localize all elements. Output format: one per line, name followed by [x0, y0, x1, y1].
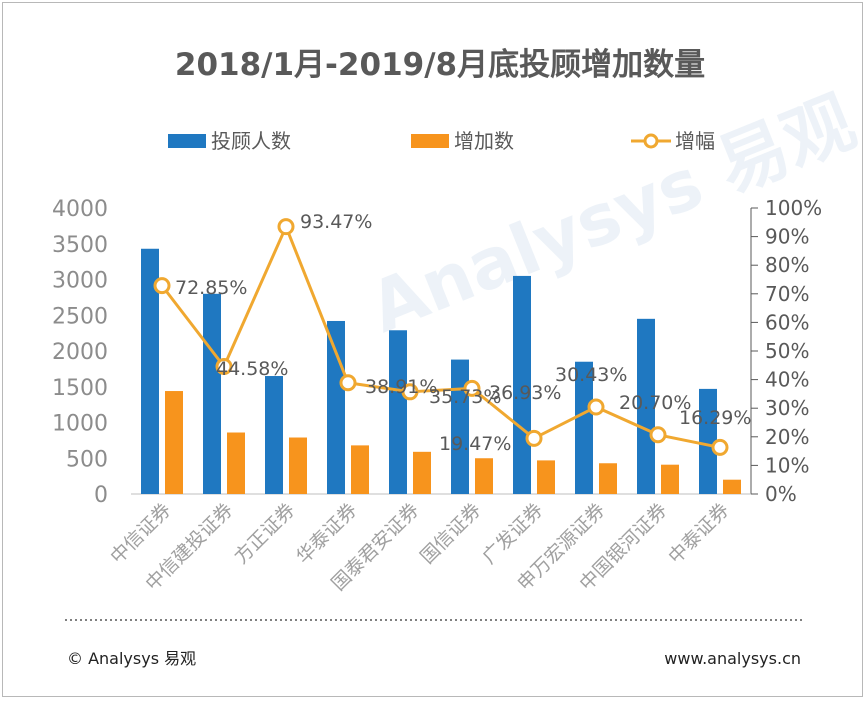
right-tick-label: 90%	[765, 225, 809, 249]
growth-point-中泰证券	[711, 438, 729, 456]
category-label-方正证券: 方正证券	[230, 499, 299, 568]
left-tick-label: 2000	[52, 340, 108, 365]
data-label-中信证券: 72.85%	[175, 277, 247, 299]
right-tick-label: 100%	[765, 196, 822, 220]
right-tick-label: 80%	[765, 253, 809, 277]
bar-increase-国信证券	[475, 458, 493, 494]
data-label-中信建投证券: 44.58%	[216, 358, 288, 380]
data-label-中国银河证券: 20.70%	[619, 392, 691, 414]
bar-increase-国泰君安证券	[413, 451, 431, 494]
bar-increase-申万宏源证券	[599, 463, 617, 494]
right-tick-label: 20%	[765, 425, 809, 449]
right-tick-label: 30%	[765, 396, 809, 420]
legend-swatch-增加数	[411, 134, 449, 148]
footer-website: www.analysys.cn	[664, 649, 801, 668]
chart-title: 2018/1月-2019/8月底投顾增加数量	[175, 47, 705, 83]
growth-point-中国银河证券	[649, 426, 667, 444]
growth-point-中信证券	[153, 277, 171, 295]
legend-label-增加数: 增加数	[454, 129, 514, 153]
right-tick-label: 60%	[765, 310, 809, 334]
bar-series	[141, 248, 741, 494]
growth-point-华泰证券	[339, 374, 357, 392]
right-tick-label: 70%	[765, 282, 809, 306]
left-tick-label: 4000	[52, 197, 108, 222]
category-label-国信证券: 国信证券	[416, 499, 485, 568]
bar-advisors-中国银河证券	[637, 318, 655, 494]
growth-point-国泰君安证券	[401, 383, 419, 401]
bar-increase-方正证券	[289, 437, 307, 494]
growth-point-方正证券	[277, 218, 295, 236]
data-label-方正证券: 93.47%	[300, 211, 372, 233]
data-label-国泰君安证券: 35.73%	[429, 386, 501, 408]
left-tick-label: 0	[94, 483, 108, 508]
data-labels: 72.85% 44.58% 93.47% 38.91%35.73%36.93% 19.4…	[175, 211, 751, 455]
growth-point-国信证券	[463, 379, 481, 397]
line-series	[153, 218, 729, 456]
right-tick-label: 10%	[765, 453, 809, 477]
footer-copyright: © Analysys 易观	[67, 649, 196, 668]
bar-advisors-中信证券	[141, 248, 159, 494]
growth-point-中信建投证券	[215, 358, 233, 376]
growth-line	[160, 225, 721, 449]
combo-chart: Analysys 易观 2018/1月-2019/8月底投顾增加数量 投顾人数增…	[52, 47, 865, 668]
left-tick-label: 3500	[52, 233, 108, 258]
bar-advisors-国泰君安证券	[389, 330, 407, 494]
bar-advisors-国信证券	[451, 359, 469, 494]
bar-increase-中泰证券	[723, 479, 741, 494]
growth-point-广发证券	[525, 429, 543, 447]
bar-increase-华泰证券	[351, 445, 369, 494]
category-label-中泰证券: 中泰证券	[664, 499, 733, 568]
bar-advisors-方正证券	[265, 376, 283, 494]
legend-marker-增幅	[643, 133, 659, 149]
bar-increase-中国银河证券	[661, 464, 679, 494]
bar-advisors-中信建投证券	[203, 293, 221, 494]
left-tick-label: 1500	[52, 376, 108, 401]
right-tick-label: 0%	[765, 482, 797, 506]
right-tick-label: 50%	[765, 339, 809, 363]
bar-advisors-中泰证券	[699, 388, 717, 494]
legend-label-投顾人数: 投顾人数	[211, 129, 291, 153]
bar-increase-广发证券	[537, 460, 555, 494]
legend-swatch-投顾人数	[168, 134, 206, 148]
category-labels: 中信证券中信建投证券方正证券华泰证券国泰君安证券国信证券广发证券申万宏源证券中国…	[106, 499, 733, 595]
bar-advisors-申万宏源证券	[575, 361, 593, 494]
bar-increase-中信证券	[165, 391, 183, 494]
data-label-申万宏源证券: 30.43%	[555, 364, 627, 386]
left-tick-label: 2500	[52, 304, 108, 329]
left-tick-label: 3000	[52, 269, 108, 294]
legend-label-增幅: 增幅	[675, 129, 715, 153]
legend: 投顾人数 增加数 增幅	[168, 129, 715, 153]
right-tick-label: 40%	[765, 368, 809, 392]
data-label-国信证券: 36.93%	[489, 382, 561, 404]
left-tick-label: 1000	[52, 412, 108, 437]
bar-increase-中信建投证券	[227, 432, 245, 494]
growth-point-申万宏源证券	[587, 398, 605, 416]
data-label-华泰证券: 38.91%	[365, 376, 437, 398]
data-label-广发证券: 19.47%	[439, 433, 511, 455]
left-tick-label: 500	[66, 447, 108, 472]
data-label-中泰证券: 16.29%	[679, 407, 751, 429]
bar-advisors-华泰证券	[327, 320, 345, 494]
